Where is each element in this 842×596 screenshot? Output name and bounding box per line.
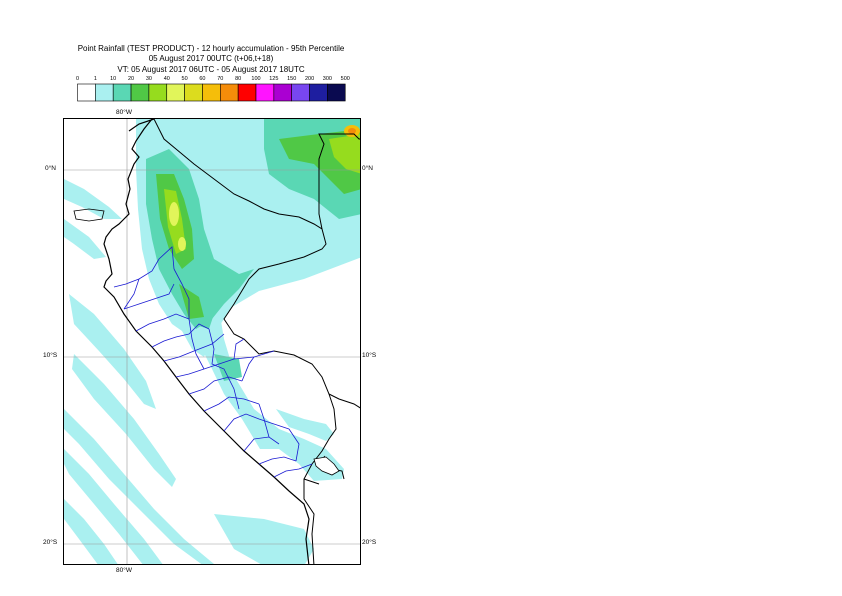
legend-threshold-label: 300 [323, 76, 332, 82]
legend-swatch [95, 83, 114, 102]
lat-label-10s-right: 10°S [362, 352, 377, 359]
legend-swatch [291, 83, 310, 102]
legend-threshold-label: 40 [164, 76, 170, 82]
lat-label-0n-right: 0°N [362, 165, 373, 172]
coastline [73, 119, 310, 564]
legend-threshold-label: 1 [94, 76, 97, 82]
legend-swatch [255, 83, 275, 102]
legend-threshold-label: 200 [305, 76, 314, 82]
lat-label-10s-left: 10°S [43, 352, 58, 359]
base-time: 05 August 2017 00UTC (t+06,t+18) [148, 54, 274, 63]
legend-swatch [130, 83, 150, 102]
legend-threshold-label: 150 [287, 76, 296, 82]
rainfall-shading [64, 119, 360, 564]
legend-swatch [309, 83, 328, 102]
lake-titicaca [313, 456, 340, 476]
legend-swatch [220, 83, 239, 102]
regional-borders [113, 246, 313, 478]
legend-swatch [112, 83, 132, 102]
legend-threshold-label: 500 [341, 76, 350, 82]
validity-time: VT: 05 August 2017 06UTC - 05 August 201… [117, 65, 305, 74]
legend-threshold-label: 20 [128, 76, 134, 82]
legend-swatch [148, 83, 168, 102]
lat-label-20s-right: 20°S [362, 539, 377, 546]
map-panel [63, 118, 361, 565]
legend-swatch [184, 83, 203, 102]
lon-label-bottom: 80°W [116, 567, 132, 574]
legend-threshold-label: 0 [76, 76, 79, 82]
legend-threshold-label: 80 [235, 76, 241, 82]
map-canvas [64, 119, 360, 564]
legend-swatch [237, 83, 257, 102]
lon-label-top: 80°W [116, 109, 132, 116]
legend-threshold-label: 50 [182, 76, 188, 82]
lat-label-0n-left: 0°N [45, 165, 56, 172]
legend-swatch [202, 83, 221, 102]
legend-swatch [327, 83, 346, 102]
legend-threshold-label: 10 [110, 76, 116, 82]
legend-threshold-label: 60 [199, 76, 205, 82]
legend-threshold-label: 100 [251, 76, 260, 82]
map-title: Point Rainfall (TEST PRODUCT) - 12 hourl… [77, 44, 345, 53]
lat-label-20s-left: 20°S [43, 539, 58, 546]
legend-threshold-label: 125 [269, 76, 278, 82]
legend-swatch [77, 83, 96, 102]
legend-swatch [166, 83, 185, 102]
legend-threshold-label: 30 [146, 76, 152, 82]
legend-swatch [273, 83, 293, 102]
color-legend: 0 1 10 20 30 40 50 60 70 80 100 125 150 200 300 500 [76, 76, 350, 102]
legend-threshold-label: 70 [217, 76, 223, 82]
